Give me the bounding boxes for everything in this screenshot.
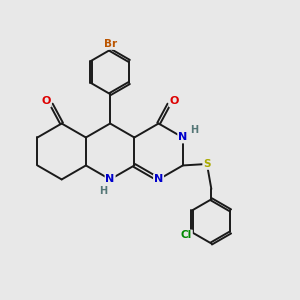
Text: N: N (178, 133, 188, 142)
Text: H: H (190, 125, 198, 135)
Text: H: H (99, 186, 107, 196)
Text: O: O (41, 96, 51, 106)
Text: S: S (203, 159, 211, 169)
Text: N: N (106, 174, 115, 184)
Text: O: O (169, 96, 179, 106)
Text: Cl: Cl (181, 230, 192, 240)
Text: N: N (154, 174, 163, 184)
Text: Br: Br (103, 39, 117, 49)
